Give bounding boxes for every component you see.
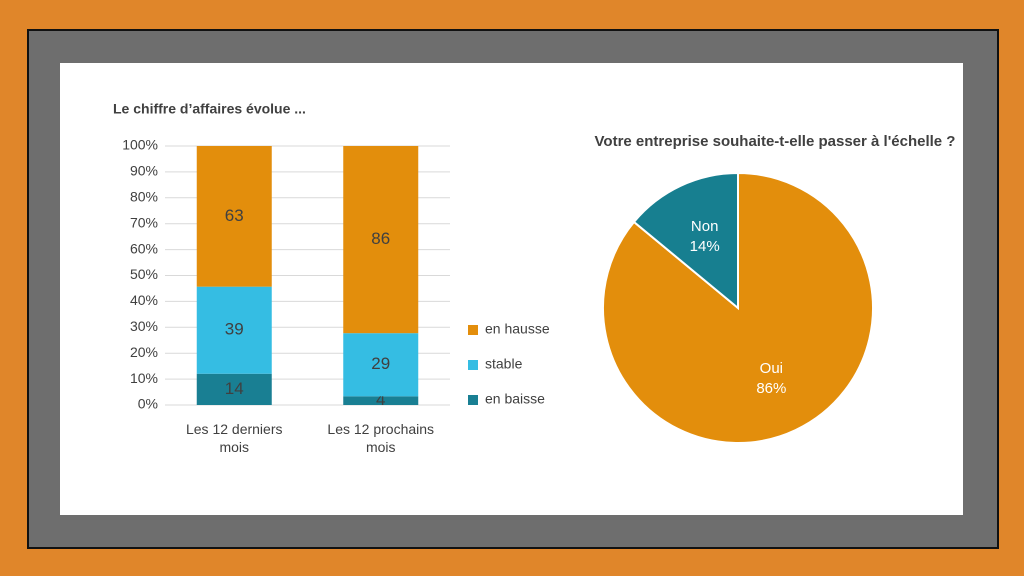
legend-label: stable xyxy=(485,356,523,372)
y-tick-label: 10% xyxy=(130,370,158,386)
pie-value-label: 86% xyxy=(756,380,786,397)
y-tick-label: 100% xyxy=(122,137,158,153)
y-tick-label: 60% xyxy=(130,240,158,256)
bar-segment xyxy=(343,333,419,397)
data-label: 86 xyxy=(371,229,390,248)
bar-segment xyxy=(196,146,272,287)
y-tick-label: 90% xyxy=(130,163,158,179)
data-label: 39 xyxy=(225,320,244,339)
y-tick-label: 50% xyxy=(130,266,158,282)
bar-title: Le chiffre d’affaires évolue ... xyxy=(113,101,306,117)
bar-segment xyxy=(196,286,272,374)
x-tick-label: Les 12 derniers mois xyxy=(185,421,283,455)
legend-swatch xyxy=(468,360,478,370)
y-tick-label: 20% xyxy=(130,344,158,360)
y-tick-label: 80% xyxy=(130,189,158,205)
y-tick-label: 70% xyxy=(130,214,158,230)
legend-label: en baisse xyxy=(485,391,545,407)
pie-title: Votre entreprise souhaite-t-elle passer … xyxy=(595,133,956,150)
pie-value-label: 14% xyxy=(690,238,720,255)
x-tick-label: Les 12 prochains mois xyxy=(327,421,435,455)
y-tick-label: 30% xyxy=(130,318,158,334)
pie-category-label: Oui xyxy=(760,360,783,377)
y-tick-label: 40% xyxy=(130,292,158,308)
bar-segment xyxy=(196,373,272,405)
data-label: 29 xyxy=(371,354,390,373)
bar-segment xyxy=(343,396,419,405)
data-label: 63 xyxy=(225,206,244,225)
y-tick-label: 0% xyxy=(138,396,158,412)
pie-slice xyxy=(632,171,739,311)
data-label: 4 xyxy=(376,390,385,409)
pie-category-label: Non xyxy=(691,218,719,235)
legend-label: en hausse xyxy=(485,321,550,337)
legend-swatch xyxy=(468,395,478,405)
data-label: 14 xyxy=(225,379,244,398)
bar-segment xyxy=(343,146,419,334)
legend-swatch xyxy=(468,325,478,335)
